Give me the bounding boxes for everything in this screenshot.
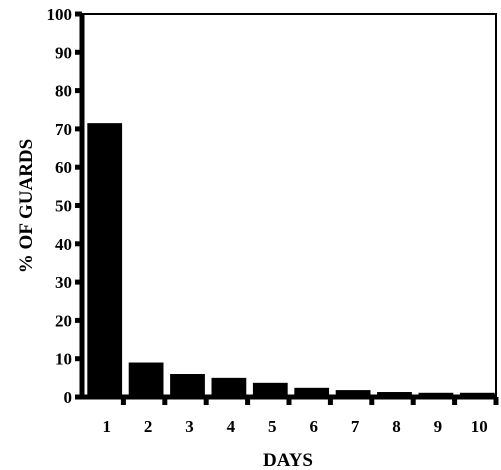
y-tick-label: 0 xyxy=(64,388,73,407)
x-tick-label: 6 xyxy=(309,417,318,436)
x-tick-label: 7 xyxy=(351,417,360,436)
x-tick-label: 8 xyxy=(392,417,401,436)
y-axis-title: % OF GUARDS xyxy=(16,139,37,273)
plot-frame xyxy=(81,13,497,398)
y-tick-label: 80 xyxy=(55,82,72,101)
x-tick-label: 3 xyxy=(185,417,194,436)
y-tick-label: 30 xyxy=(55,273,72,292)
axes-group xyxy=(75,11,499,405)
y-tick-label: 10 xyxy=(55,350,72,369)
y-tick-label: 70 xyxy=(55,120,72,139)
y-tick-label: 20 xyxy=(55,311,72,330)
y-tick-labels: 0 10 20 30 40 50 60 70 80 90 100 xyxy=(47,5,73,407)
bar-day-1 xyxy=(87,123,123,397)
x-tick-label: 4 xyxy=(227,417,236,436)
y-tick-label: 100 xyxy=(47,5,73,24)
bar-day-6 xyxy=(294,387,330,397)
bar-day-4 xyxy=(211,377,247,397)
y-tick-label: 60 xyxy=(55,158,72,177)
bars-group xyxy=(87,123,495,397)
bar-day-3 xyxy=(170,374,205,397)
x-tick-label: 5 xyxy=(268,417,277,436)
y-tick-label: 40 xyxy=(55,235,72,254)
x-tick-labels: 1 2 3 4 5 6 7 8 9 10 xyxy=(102,417,487,436)
x-tick-label: 9 xyxy=(434,417,443,436)
bar-day-2 xyxy=(128,362,164,397)
y-tick-label: 90 xyxy=(55,43,72,62)
x-tick-label: 1 xyxy=(102,417,111,436)
x-axis-title: DAYS xyxy=(263,450,313,470)
x-tick-label: 10 xyxy=(471,417,488,436)
bar-day-5 xyxy=(252,382,288,397)
bar-day-7 xyxy=(335,390,371,397)
y-tick-label: 50 xyxy=(55,197,72,216)
x-tick-label: 2 xyxy=(144,417,153,436)
